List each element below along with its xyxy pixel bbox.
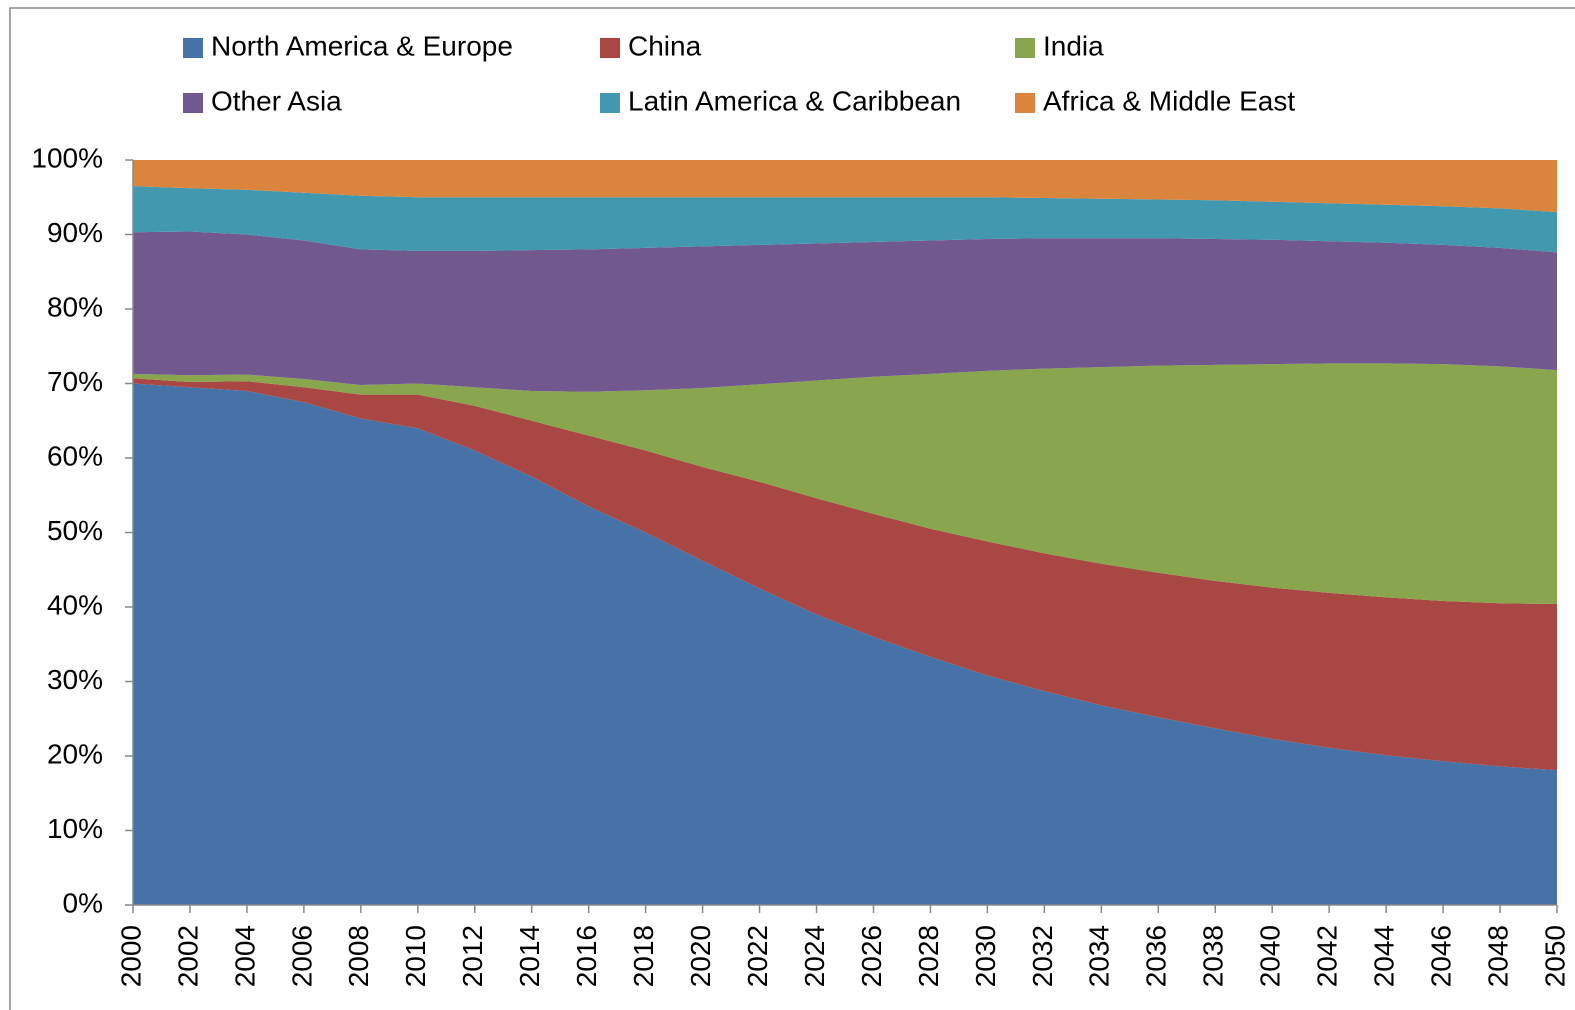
- x-tick-label: 2032: [1027, 925, 1058, 987]
- legend-swatch: [1015, 38, 1035, 58]
- legend-label: Other Asia: [211, 85, 342, 116]
- x-tick-label: 2026: [856, 925, 887, 987]
- y-tick-label: 90%: [47, 217, 103, 248]
- area: [133, 160, 1557, 213]
- x-tick-label: 2000: [115, 925, 146, 987]
- legend-swatch: [600, 38, 620, 58]
- legend-swatch: [183, 93, 203, 113]
- legend-label: North America & Europe: [211, 30, 513, 61]
- area: [133, 186, 1557, 253]
- y-tick-label: 60%: [47, 440, 103, 471]
- legend-label: Latin America & Caribbean: [628, 85, 961, 116]
- x-tick-label: 2016: [571, 925, 602, 987]
- chart-frame: [9, 7, 1575, 1010]
- x-tick-label: 2012: [457, 925, 488, 987]
- legend-label: Africa & Middle East: [1043, 85, 1295, 116]
- x-tick-label: 2040: [1255, 925, 1286, 987]
- y-tick-label: 0%: [63, 887, 103, 918]
- legend-swatch: [600, 93, 620, 113]
- y-tick-label: 70%: [47, 366, 103, 397]
- legend-swatch: [183, 38, 203, 58]
- x-tick-label: 2042: [1312, 925, 1343, 987]
- x-tick-label: 2028: [913, 925, 944, 987]
- area: [133, 231, 1557, 392]
- y-tick-label: 80%: [47, 291, 103, 322]
- x-tick-label: 2020: [685, 925, 716, 987]
- y-tick-label: 40%: [47, 589, 103, 620]
- x-tick-label: 2006: [286, 925, 317, 987]
- x-tick-label: 2024: [799, 925, 830, 987]
- area: [133, 383, 1557, 905]
- x-tick-label: 2036: [1141, 925, 1172, 987]
- x-tick-label: 2008: [343, 925, 374, 987]
- x-tick-label: 2030: [970, 925, 1001, 987]
- x-tick-label: 2014: [514, 925, 545, 987]
- legend-label: India: [1043, 30, 1104, 61]
- x-tick-label: 2022: [742, 925, 773, 987]
- y-tick-label: 50%: [47, 515, 103, 546]
- x-tick-label: 2010: [400, 925, 431, 987]
- y-tick-label: 30%: [47, 664, 103, 695]
- x-tick-label: 2034: [1084, 925, 1115, 987]
- x-tick-label: 2002: [172, 925, 203, 987]
- x-tick-label: 2046: [1425, 925, 1456, 987]
- y-tick-label: 20%: [47, 738, 103, 769]
- x-tick-label: 2044: [1369, 925, 1400, 987]
- area: [133, 363, 1557, 605]
- x-tick-label: 2038: [1198, 925, 1229, 987]
- y-tick-label: 100%: [31, 142, 103, 173]
- x-tick-label: 2018: [628, 925, 659, 987]
- x-tick-label: 2048: [1482, 925, 1513, 987]
- y-tick-label: 10%: [47, 813, 103, 844]
- area: [133, 378, 1557, 771]
- x-tick-label: 2050: [1539, 925, 1570, 987]
- legend-swatch: [1015, 93, 1035, 113]
- legend-label: China: [628, 30, 702, 61]
- x-tick-label: 2004: [229, 925, 260, 987]
